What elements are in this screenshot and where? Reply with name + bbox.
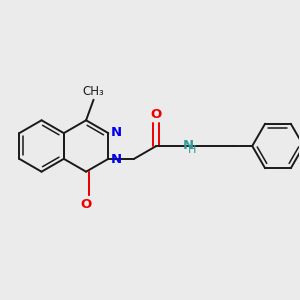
Text: CH₃: CH₃ bbox=[83, 85, 104, 98]
Text: N: N bbox=[110, 126, 122, 139]
Text: N: N bbox=[110, 153, 122, 166]
Text: O: O bbox=[151, 108, 162, 121]
Text: O: O bbox=[80, 198, 92, 211]
Text: H: H bbox=[188, 145, 196, 154]
Text: N: N bbox=[183, 140, 194, 152]
